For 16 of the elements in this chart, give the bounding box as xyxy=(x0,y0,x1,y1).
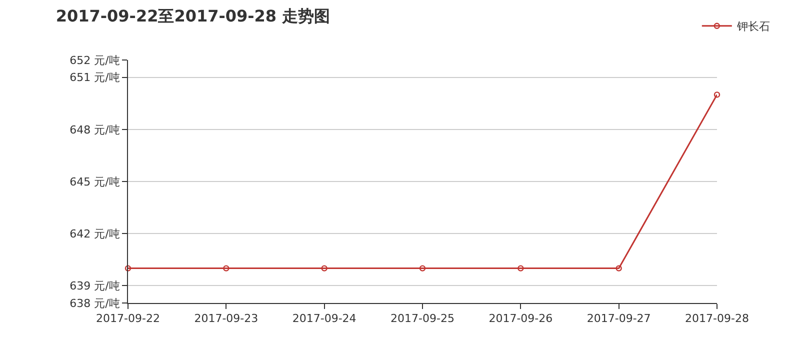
y-tick-label: 645 元/吨 xyxy=(70,175,120,188)
y-tick-label: 639 元/吨 xyxy=(70,279,120,292)
x-tick-label: 2017-09-23 xyxy=(194,312,258,326)
x-tick-label: 2017-09-22 xyxy=(96,312,160,326)
x-tick-label: 2017-09-24 xyxy=(292,312,356,326)
x-tick-label: 2017-09-25 xyxy=(390,312,454,326)
x-tick-label: 2017-09-26 xyxy=(488,312,553,326)
y-tick-label: 642 元/吨 xyxy=(70,227,120,240)
chart-title: 2017-09-22至2017-09-28 走势图 xyxy=(56,6,330,26)
legend-label: 钾长石 xyxy=(736,20,770,34)
y-tick-label: 652 元/吨 xyxy=(70,54,120,67)
y-tick-label: 651 元/吨 xyxy=(70,71,120,84)
y-tick-label: 638 元/吨 xyxy=(70,296,120,310)
x-tick-label: 2017-09-27 xyxy=(586,312,651,326)
y-tick-label: 648 元/吨 xyxy=(70,123,120,136)
x-tick-label: 2017-09-28 xyxy=(685,312,749,326)
